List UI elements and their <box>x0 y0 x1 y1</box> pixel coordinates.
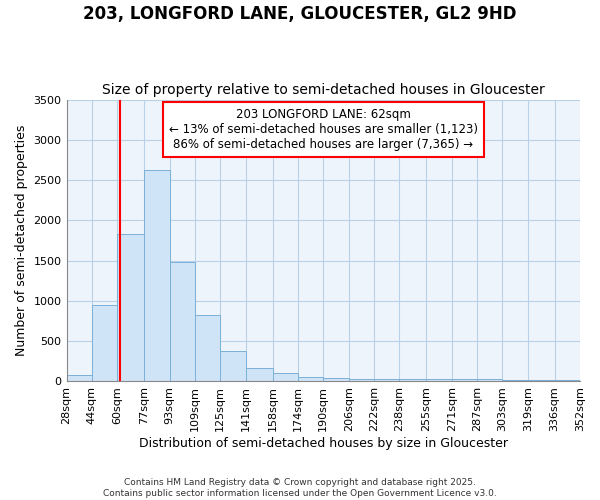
Bar <box>477 380 502 382</box>
Text: 203 LONGFORD LANE: 62sqm
← 13% of semi-detached houses are smaller (1,123)
86% o: 203 LONGFORD LANE: 62sqm ← 13% of semi-d… <box>169 108 478 151</box>
Bar <box>92 305 117 382</box>
Bar <box>323 378 349 382</box>
Bar <box>144 170 170 382</box>
Bar <box>400 378 426 382</box>
Bar <box>554 380 580 382</box>
Y-axis label: Number of semi-detached properties: Number of semi-detached properties <box>15 125 28 356</box>
Text: Contains HM Land Registry data © Crown copyright and database right 2025.
Contai: Contains HM Land Registry data © Crown c… <box>103 478 497 498</box>
Bar <box>220 351 245 382</box>
Bar <box>298 377 323 382</box>
Bar <box>67 376 92 382</box>
Bar <box>349 379 374 382</box>
Bar <box>374 380 400 382</box>
Bar <box>170 262 195 382</box>
Title: Size of property relative to semi-detached houses in Gloucester: Size of property relative to semi-detach… <box>102 83 545 97</box>
Bar <box>117 234 144 382</box>
Bar <box>502 380 528 382</box>
Bar <box>272 372 298 382</box>
Bar <box>528 380 554 382</box>
X-axis label: Distribution of semi-detached houses by size in Gloucester: Distribution of semi-detached houses by … <box>139 437 508 450</box>
Bar <box>426 380 452 382</box>
Text: 203, LONGFORD LANE, GLOUCESTER, GL2 9HD: 203, LONGFORD LANE, GLOUCESTER, GL2 9HD <box>83 5 517 23</box>
Bar <box>195 316 220 382</box>
Bar <box>452 380 477 382</box>
Bar <box>245 368 272 382</box>
